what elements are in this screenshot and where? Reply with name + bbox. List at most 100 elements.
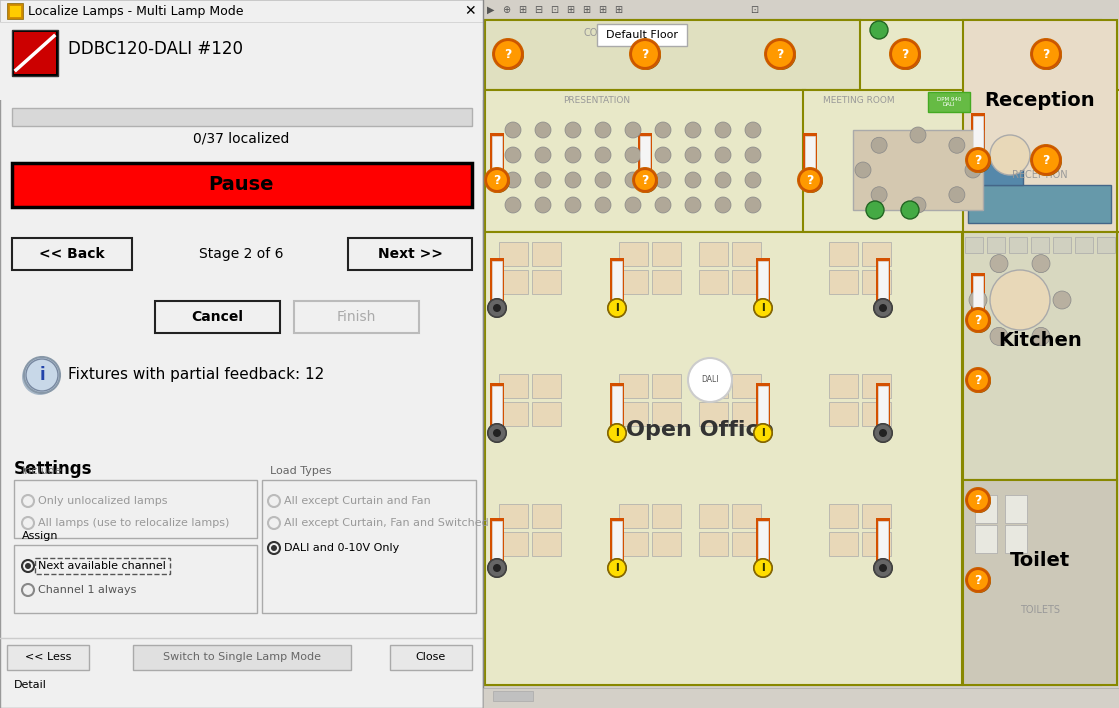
Circle shape xyxy=(486,169,510,193)
FancyBboxPatch shape xyxy=(638,133,652,188)
Circle shape xyxy=(891,40,919,68)
FancyBboxPatch shape xyxy=(652,402,681,426)
Text: l: l xyxy=(761,428,765,438)
Text: ?: ? xyxy=(975,154,981,166)
Circle shape xyxy=(23,357,60,393)
FancyBboxPatch shape xyxy=(975,525,997,553)
FancyBboxPatch shape xyxy=(15,545,257,613)
Text: DALI and 0-10V Only: DALI and 0-10V Only xyxy=(284,543,399,553)
FancyBboxPatch shape xyxy=(1005,525,1027,553)
Circle shape xyxy=(608,424,626,442)
Circle shape xyxy=(754,559,772,577)
Text: << Less: << Less xyxy=(25,652,72,662)
FancyBboxPatch shape xyxy=(619,270,648,294)
Text: ⊞: ⊞ xyxy=(518,5,526,15)
Text: Close: Close xyxy=(416,652,446,662)
Text: ⊞: ⊞ xyxy=(582,5,590,15)
Circle shape xyxy=(626,197,641,213)
FancyBboxPatch shape xyxy=(699,402,728,426)
Circle shape xyxy=(1053,291,1071,309)
Circle shape xyxy=(535,197,551,213)
FancyBboxPatch shape xyxy=(756,258,770,313)
Circle shape xyxy=(626,172,641,188)
Circle shape xyxy=(493,564,501,572)
Circle shape xyxy=(493,40,521,68)
FancyBboxPatch shape xyxy=(612,386,622,435)
FancyBboxPatch shape xyxy=(862,532,891,556)
FancyBboxPatch shape xyxy=(12,163,472,207)
FancyBboxPatch shape xyxy=(483,0,1119,708)
FancyBboxPatch shape xyxy=(699,242,728,266)
Circle shape xyxy=(965,147,991,173)
Circle shape xyxy=(493,429,501,437)
Text: Include: Include xyxy=(22,466,63,476)
FancyBboxPatch shape xyxy=(619,402,648,426)
Circle shape xyxy=(715,172,731,188)
Circle shape xyxy=(565,172,581,188)
Circle shape xyxy=(891,40,921,70)
Circle shape xyxy=(888,38,921,70)
Circle shape xyxy=(715,197,731,213)
Circle shape xyxy=(488,559,506,577)
Text: ?: ? xyxy=(807,173,814,186)
FancyBboxPatch shape xyxy=(610,383,624,438)
FancyBboxPatch shape xyxy=(492,261,502,310)
Text: DDBC120-DALI #120: DDBC120-DALI #120 xyxy=(68,40,243,58)
Circle shape xyxy=(565,147,581,163)
Text: Fixtures with partial feedback: 12: Fixtures with partial feedback: 12 xyxy=(68,367,325,382)
Text: Switch to Single Lamp Mode: Switch to Single Lamp Mode xyxy=(163,652,321,662)
FancyBboxPatch shape xyxy=(652,374,681,398)
Circle shape xyxy=(764,38,796,70)
FancyBboxPatch shape xyxy=(348,238,472,270)
Text: ⊞: ⊞ xyxy=(566,5,574,15)
FancyBboxPatch shape xyxy=(492,521,502,570)
Text: Kitchen: Kitchen xyxy=(998,331,1082,350)
Circle shape xyxy=(267,542,280,554)
Circle shape xyxy=(745,122,761,138)
Circle shape xyxy=(487,298,507,318)
FancyBboxPatch shape xyxy=(0,0,483,22)
Circle shape xyxy=(22,584,34,596)
FancyBboxPatch shape xyxy=(1097,237,1115,253)
FancyBboxPatch shape xyxy=(862,242,891,266)
Circle shape xyxy=(1032,327,1050,346)
Text: l: l xyxy=(615,428,619,438)
Circle shape xyxy=(488,299,506,317)
FancyBboxPatch shape xyxy=(975,495,997,523)
Circle shape xyxy=(965,567,991,593)
FancyBboxPatch shape xyxy=(492,386,502,435)
Circle shape xyxy=(754,299,772,317)
Text: l: l xyxy=(761,563,765,573)
Text: TOILETS: TOILETS xyxy=(1021,605,1060,615)
FancyBboxPatch shape xyxy=(756,518,770,573)
FancyBboxPatch shape xyxy=(499,532,528,556)
Circle shape xyxy=(969,291,987,309)
FancyBboxPatch shape xyxy=(610,258,624,313)
Circle shape xyxy=(22,517,34,529)
Text: ?: ? xyxy=(505,47,511,60)
Text: All except Curtain, Fan and Switched: All except Curtain, Fan and Switched xyxy=(284,518,489,528)
Text: Open Office: Open Office xyxy=(626,420,774,440)
FancyBboxPatch shape xyxy=(7,645,90,670)
FancyBboxPatch shape xyxy=(490,133,504,188)
Text: ⊞: ⊞ xyxy=(614,5,622,15)
Text: ?: ? xyxy=(777,47,783,60)
FancyBboxPatch shape xyxy=(829,504,858,528)
FancyBboxPatch shape xyxy=(803,133,817,188)
FancyBboxPatch shape xyxy=(829,242,858,266)
Circle shape xyxy=(267,517,280,529)
FancyBboxPatch shape xyxy=(1031,237,1049,253)
Circle shape xyxy=(753,298,773,318)
FancyBboxPatch shape xyxy=(610,518,624,573)
FancyBboxPatch shape xyxy=(485,90,805,232)
Circle shape xyxy=(880,304,887,312)
Circle shape xyxy=(754,424,772,442)
Circle shape xyxy=(1032,40,1062,70)
Circle shape xyxy=(990,327,1008,346)
Text: Detail: Detail xyxy=(15,680,47,690)
Text: Assign: Assign xyxy=(22,531,58,541)
FancyBboxPatch shape xyxy=(619,532,648,556)
FancyBboxPatch shape xyxy=(640,136,650,185)
FancyBboxPatch shape xyxy=(1005,495,1027,523)
FancyBboxPatch shape xyxy=(532,402,561,426)
